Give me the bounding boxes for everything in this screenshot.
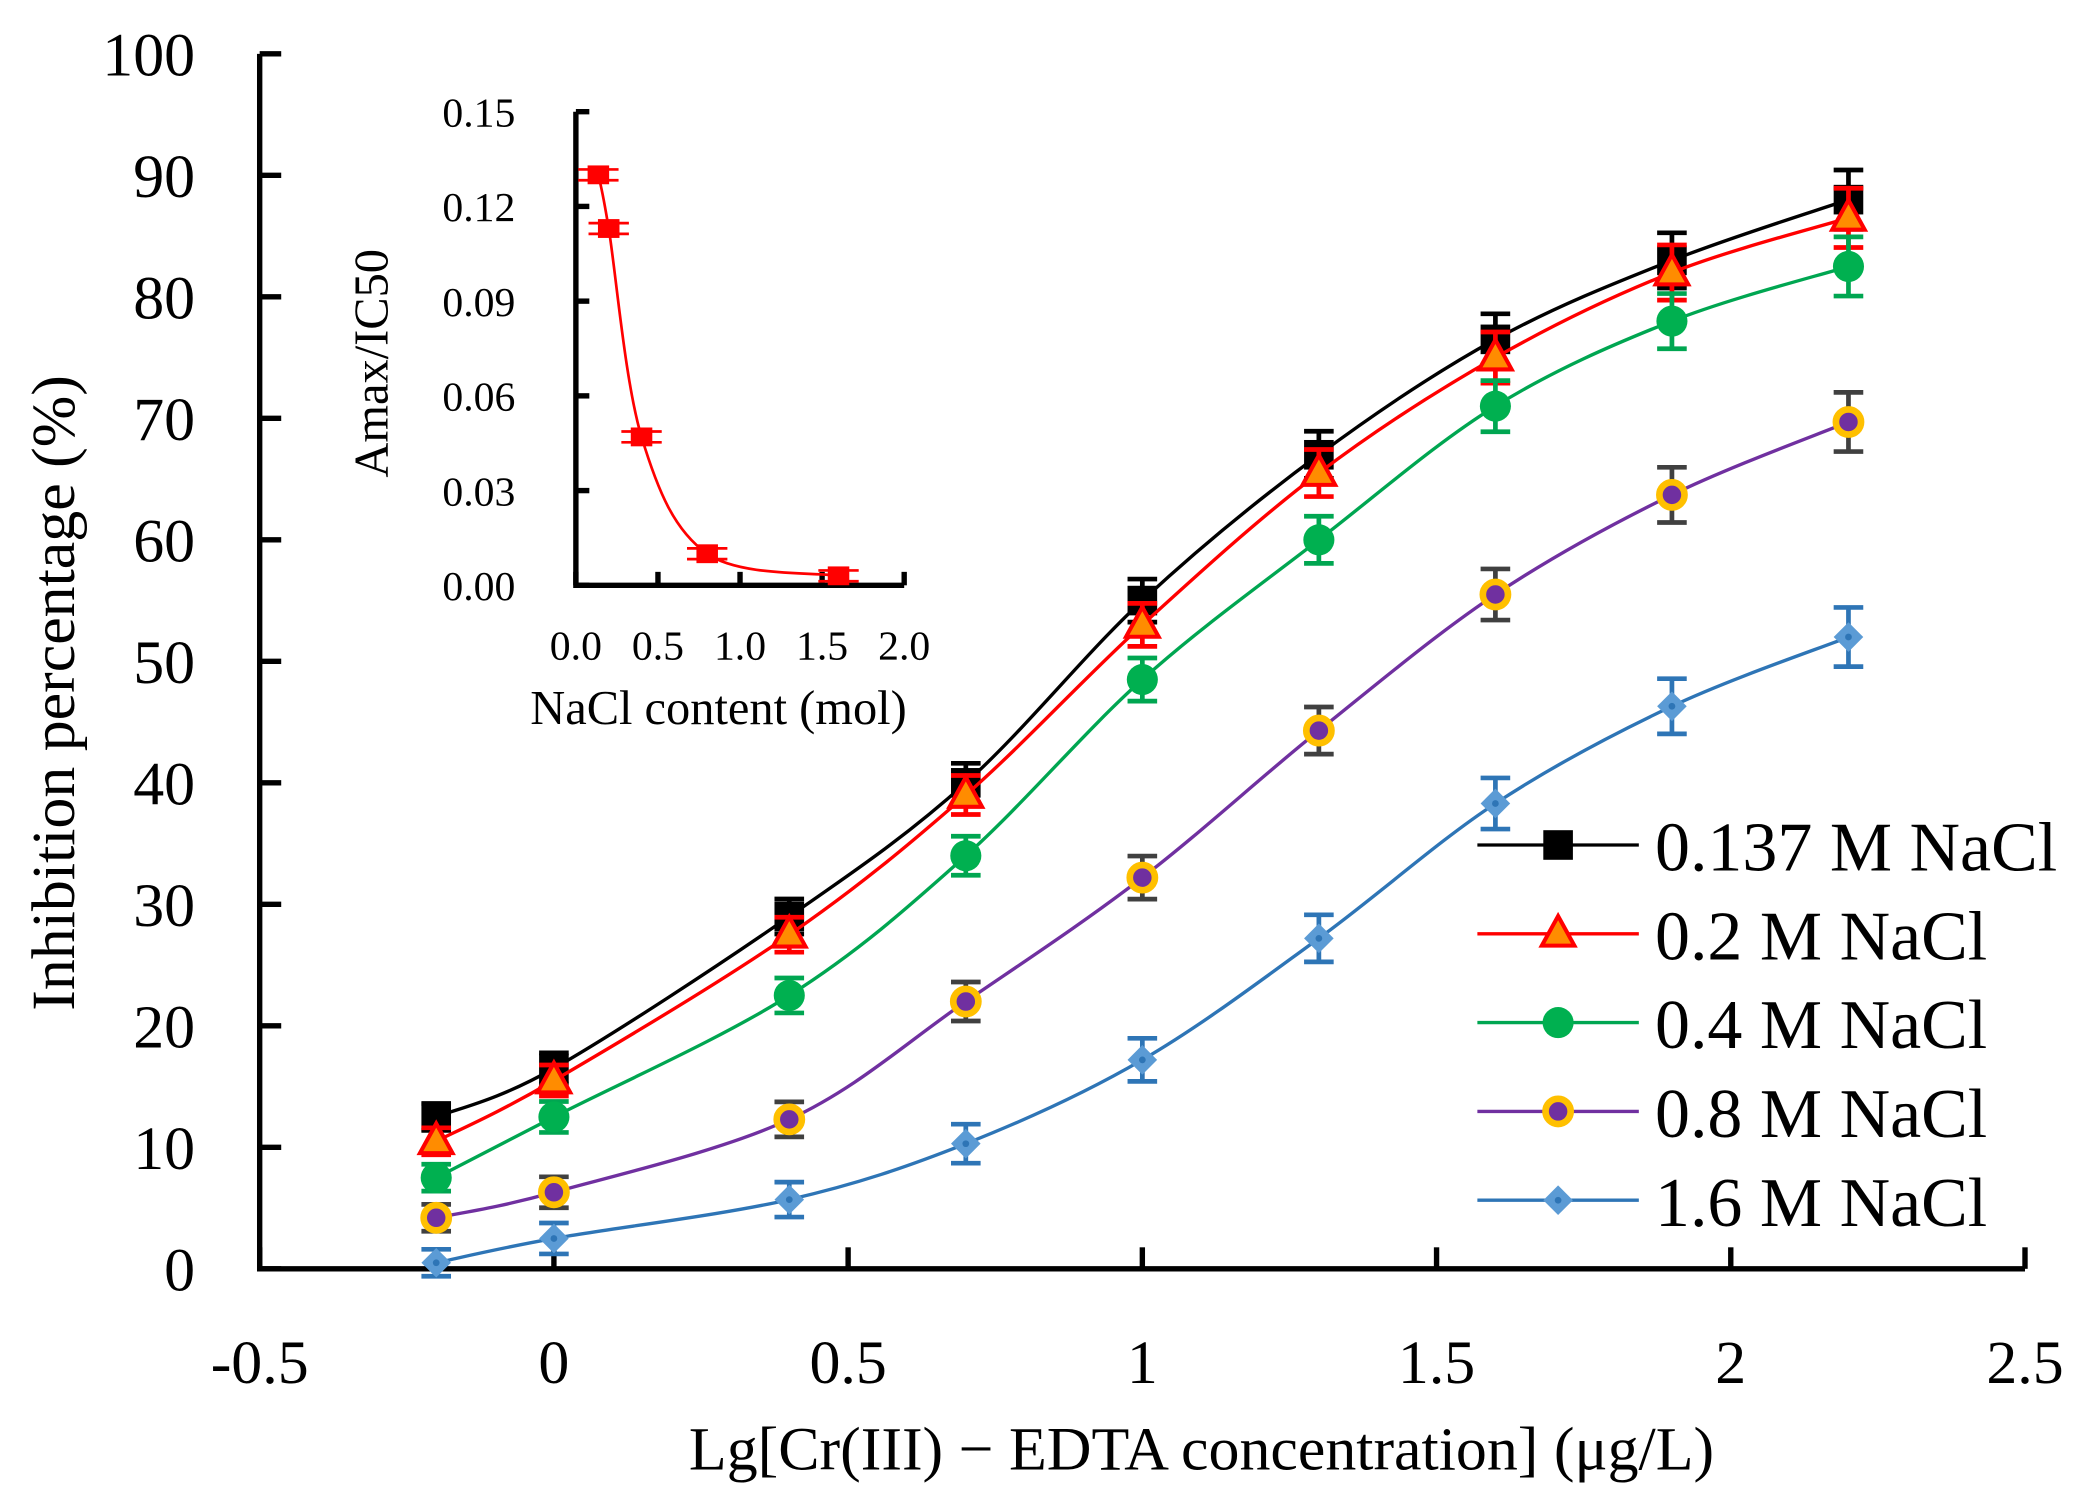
y-tick-label: 20 <box>133 993 195 1061</box>
inset-x-tick-label: 2.0 <box>878 623 930 669</box>
inset-y-tick-label: 0.12 <box>442 185 515 231</box>
data-point <box>416 1119 456 1156</box>
inset-x-tick-label: 1.0 <box>714 623 766 669</box>
data-point <box>1126 664 1158 696</box>
y-tick-label: 10 <box>133 1115 195 1183</box>
data-point <box>1299 451 1339 487</box>
data-point <box>1832 250 1865 282</box>
data-point <box>538 1101 570 1133</box>
x-tick-label: 0 <box>538 1329 569 1397</box>
y-tick-label: 60 <box>133 507 195 575</box>
y-axis-label: Inhibition percentage (%) <box>20 375 88 1011</box>
data-point <box>1479 578 1512 611</box>
y-tick-label: 30 <box>133 872 195 940</box>
data-point <box>1656 478 1688 511</box>
inset-data-point <box>597 219 620 238</box>
legend-label: 0.8 M NaCl <box>1655 1076 1987 1153</box>
y-tick-label: 40 <box>133 750 195 818</box>
series-line <box>435 635 1850 1265</box>
x-axis-label: Lg[Cr(III) − EDTA concentration] (μg/L) <box>689 1415 1714 1483</box>
legend-marker-center <box>1554 1196 1562 1204</box>
inset-data-point <box>587 165 610 185</box>
inset-data-point <box>630 427 653 447</box>
data-point <box>1832 406 1865 438</box>
data-point <box>1656 305 1688 337</box>
data-point-center <box>432 1259 440 1267</box>
data-point-center <box>1315 934 1323 942</box>
series-line <box>435 420 1850 1220</box>
x-tick-label: 0.5 <box>809 1329 886 1397</box>
data-point <box>773 1103 806 1136</box>
data-point <box>1302 714 1335 747</box>
legend-label: 0.137 M NaCl <box>1655 810 2057 887</box>
inset-y-tick-label: 0.03 <box>442 469 515 515</box>
legend-label: 1.6 M NaCl <box>1655 1165 1987 1242</box>
inset-x-axis-label: NaCl content (mol) <box>530 682 907 735</box>
legend-label: 0.4 M NaCl <box>1655 987 1987 1064</box>
x-tick-label: 1.5 <box>1398 1329 1475 1397</box>
data-point <box>1303 524 1335 556</box>
x-tick-label: 2 <box>1715 1329 1746 1397</box>
y-tick-label: 80 <box>133 264 195 332</box>
data-point <box>950 840 982 872</box>
data-point <box>1122 602 1163 639</box>
inset-y-axis-label: Amax/IC50 <box>346 249 399 478</box>
x-tick-label: 1 <box>1127 1329 1158 1397</box>
inset-fit-line <box>597 174 839 578</box>
series-4 <box>421 605 1864 1279</box>
legend: 0.137 M NaCl 0.2 M NaCl 0.4 M NaCl 0.8 M Na… <box>1477 810 2057 1242</box>
data-point <box>946 773 986 809</box>
data-point <box>420 1201 453 1234</box>
inset-x-tick-label: 1.5 <box>796 623 848 669</box>
inset-x-tick-label: 0.5 <box>632 623 684 669</box>
inset-y-tick-label: 0.15 <box>442 90 515 136</box>
data-point-center <box>550 1235 558 1242</box>
data-point <box>1828 195 1869 232</box>
data-point-center <box>1492 800 1499 807</box>
data-point <box>773 979 805 1011</box>
x-tick-label: 2.5 <box>1986 1329 2063 1397</box>
legend-label: 0.2 M NaCl <box>1655 898 1987 975</box>
data-point <box>420 1162 452 1194</box>
y-tick-label: 90 <box>133 143 195 211</box>
data-point <box>537 1176 570 1209</box>
legend-marker <box>1538 911 1578 948</box>
data-point <box>1126 861 1159 894</box>
data-point-center <box>962 1140 970 1148</box>
series-1 <box>416 185 1869 1158</box>
inset-x-tick-label: 0.0 <box>550 623 602 669</box>
series-3 <box>420 390 1865 1234</box>
inset-y-tick-label: 0.09 <box>442 280 515 326</box>
data-point-center <box>785 1196 793 1203</box>
data-point <box>1475 335 1516 372</box>
inset-y-tick-label: 0.00 <box>442 564 515 610</box>
inset-data-point <box>696 544 718 564</box>
x-tick-label: -0.5 <box>211 1329 309 1397</box>
legend-marker <box>1542 1095 1575 1128</box>
data-point-center <box>1668 702 1676 710</box>
inset-data-point <box>827 566 850 586</box>
y-tick-label: 50 <box>133 629 195 697</box>
data-point <box>1652 250 1692 287</box>
y-tick-label: 0 <box>164 1236 195 1304</box>
legend-marker <box>1542 1007 1574 1039</box>
inset-y-tick-label: 0.06 <box>442 375 515 421</box>
data-point <box>949 985 982 1018</box>
series-2 <box>420 234 1865 1194</box>
data-point <box>1479 390 1511 422</box>
y-tick-label: 100 <box>102 21 195 89</box>
inset-plot: 0.00 0.03 0.06 0.09 0.12 0.15 0.0 0.5 1.0 1.5 2.0 <box>442 90 930 669</box>
data-point <box>769 912 809 949</box>
legend-marker <box>1543 830 1573 860</box>
data-point-center <box>1138 1056 1146 1064</box>
y-tick-label: 70 <box>133 386 195 454</box>
data-point <box>534 1058 574 1095</box>
data-point-center <box>1845 633 1852 641</box>
